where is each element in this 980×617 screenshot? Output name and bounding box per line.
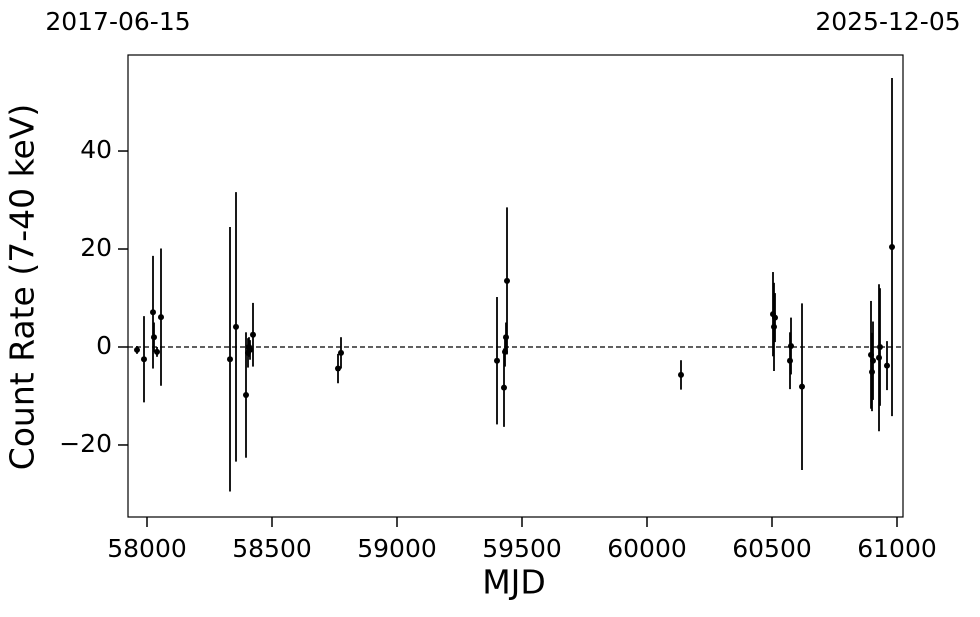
data-point (788, 343, 794, 350)
x-axis-label: MJD (482, 563, 546, 602)
data-point (227, 356, 233, 363)
data-point (338, 349, 344, 356)
x-tick-label: 59500 (482, 534, 562, 563)
data-point (154, 348, 160, 355)
y-tick-label: 40 (80, 135, 112, 164)
data-point (870, 357, 876, 364)
y-tick-label: 20 (80, 233, 112, 262)
data-point (504, 277, 510, 284)
data-point (787, 357, 793, 364)
x-tick-label: 61000 (857, 534, 937, 563)
data-point (799, 383, 805, 390)
data-point (503, 334, 509, 341)
data-point (250, 331, 256, 338)
data-point (158, 314, 164, 321)
data-point (243, 392, 249, 399)
data-point (151, 334, 157, 341)
data-point (335, 365, 341, 372)
x-tick-label: 58000 (107, 534, 187, 563)
data-point (501, 384, 507, 391)
data-point (233, 323, 239, 330)
y-tick-label: −20 (59, 429, 112, 458)
data-point (889, 244, 895, 251)
data-point (771, 323, 777, 330)
data-point (877, 343, 883, 350)
data-point (494, 357, 500, 364)
data-point (141, 356, 147, 363)
data-point (678, 371, 684, 378)
data-point (876, 354, 882, 361)
data-point (247, 346, 253, 353)
top-right-label: 2025-12-05 (815, 7, 960, 36)
y-tick-label: 0 (96, 331, 112, 360)
top-left-label: 2017-06-15 (45, 7, 190, 36)
x-tick-label: 59000 (357, 534, 437, 563)
data-point (150, 309, 156, 316)
plot-frame (127, 54, 904, 518)
x-tick-label: 60000 (607, 534, 687, 563)
data-point (869, 368, 875, 375)
data-point (134, 346, 140, 353)
x-tick-label: 60500 (732, 534, 812, 563)
x-tick-label: 58500 (232, 534, 312, 563)
data-point (772, 314, 778, 321)
data-point (884, 362, 890, 369)
y-axis-label: Count Rate (7-40 keV) (3, 104, 42, 471)
